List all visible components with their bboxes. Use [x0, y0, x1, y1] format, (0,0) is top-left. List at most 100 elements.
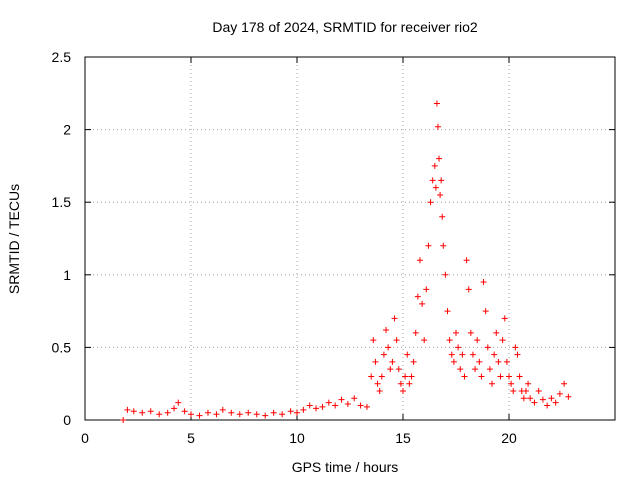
y-tick-label: 0.5: [52, 339, 72, 355]
data-point: [344, 401, 351, 408]
data-point: [508, 380, 515, 387]
data-point: [459, 351, 466, 358]
data-point: [171, 405, 178, 412]
data-point: [514, 351, 521, 358]
data-point: [196, 412, 203, 419]
data-point: [120, 417, 127, 423]
data-point: [425, 242, 432, 249]
data-point: [535, 387, 542, 394]
data-point: [228, 409, 235, 416]
data-point: [357, 402, 364, 409]
grid-lines: [85, 57, 615, 420]
data-point: [520, 395, 527, 402]
x-tick-label: 20: [501, 430, 517, 446]
data-point: [395, 366, 402, 373]
data-point: [465, 286, 472, 293]
data-point: [429, 177, 436, 184]
data-point: [404, 351, 411, 358]
data-point: [463, 257, 470, 264]
x-tick-label: 15: [395, 430, 411, 446]
data-point: [391, 315, 398, 322]
data-point: [503, 358, 510, 365]
data-point: [495, 358, 502, 365]
data-point: [431, 162, 438, 169]
data-point: [423, 286, 430, 293]
data-point: [448, 351, 455, 358]
data-point: [469, 351, 476, 358]
data-point: [482, 308, 489, 315]
data-point: [262, 412, 269, 419]
data-point: [510, 387, 517, 394]
data-point: [433, 100, 440, 107]
data-point: [389, 358, 396, 365]
data-point: [414, 293, 421, 300]
data-point: [432, 184, 439, 191]
y-tick-label: 1.5: [52, 194, 72, 210]
data-point: [548, 395, 555, 402]
data-point: [476, 358, 483, 365]
data-point: [486, 366, 493, 373]
data-point: [512, 344, 519, 351]
data-point: [393, 337, 400, 344]
data-point: [245, 409, 252, 416]
data-point: [372, 358, 379, 365]
y-tick-label: 2: [63, 122, 71, 138]
data-point: [270, 409, 277, 416]
data-point: [351, 395, 358, 402]
y-axis-label: SRMTID / TECUs: [6, 184, 22, 294]
data-point: [440, 242, 447, 249]
data-point: [438, 177, 445, 184]
data-point: [434, 123, 441, 130]
data-point: [527, 395, 534, 402]
data-point: [446, 337, 453, 344]
axis-ticks: 0 5 10 15 20 0 0.5 1 1.5 2 2.5: [52, 49, 615, 446]
chart-title: Day 178 of 2024, SRMTID for receiver rio…: [212, 19, 478, 35]
data-point: [338, 396, 345, 403]
data-point: [300, 406, 307, 413]
data-point: [484, 344, 491, 351]
data-point: [156, 411, 163, 418]
data-point: [294, 409, 300, 416]
data-point: [453, 329, 459, 336]
data-point: [491, 351, 498, 358]
data-point: [383, 326, 390, 333]
data-point: [467, 329, 474, 336]
data-point: [516, 373, 523, 380]
y-tick-label: 1: [63, 267, 71, 283]
data-point: [421, 337, 428, 344]
y-tick-label: 2.5: [52, 49, 72, 65]
data-point: [472, 366, 479, 373]
data-point: [181, 408, 188, 415]
data-point: [130, 408, 137, 415]
data-point: [175, 399, 182, 406]
data-point: [124, 406, 131, 413]
data-point: [387, 366, 394, 373]
data-point: [437, 191, 444, 198]
data-point: [455, 344, 462, 351]
data-point: [306, 402, 313, 409]
data-point: [402, 373, 409, 380]
data-point: [204, 409, 211, 416]
data-point: [410, 358, 417, 365]
x-tick-label: 5: [187, 430, 195, 446]
data-point: [531, 399, 538, 406]
data-point: [188, 411, 194, 418]
data-point: [279, 411, 286, 418]
data-point: [385, 344, 392, 351]
data-point: [501, 315, 508, 322]
data-point: [313, 405, 320, 412]
x-tick-label: 10: [289, 430, 305, 446]
data-point: [332, 402, 339, 409]
data-point: [368, 373, 375, 380]
data-point: [363, 403, 370, 410]
data-point: [164, 409, 171, 416]
data-point: [442, 271, 449, 278]
data-point: [253, 411, 260, 418]
data-point: [376, 387, 383, 394]
data-point: [325, 399, 332, 406]
data-point: [374, 380, 381, 387]
data-point: [561, 380, 568, 387]
data-point: [480, 279, 487, 286]
data-point: [457, 366, 464, 373]
